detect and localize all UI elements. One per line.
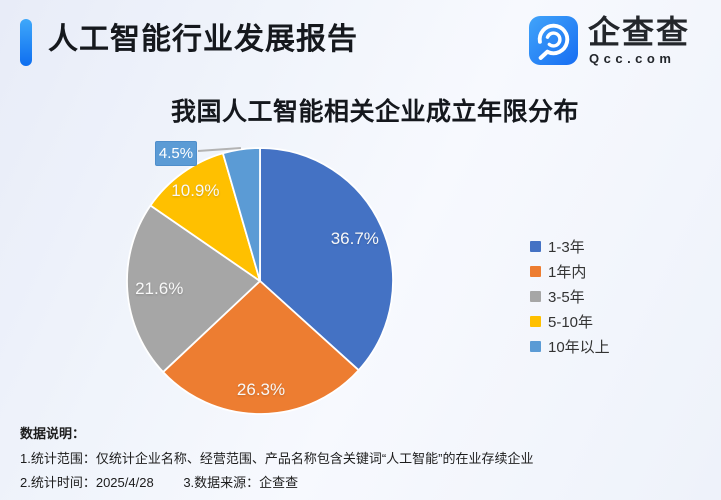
pie-slice-4[interactable] (221, 147, 261, 282)
legend-item-1[interactable]: 1年内 (530, 259, 610, 284)
legend-label-3: 5-10年 (548, 314, 594, 331)
legend-label-1: 1年内 (548, 264, 587, 281)
note-row: 2.统计时间：2025/4/28 3.数据来源：企查查 (20, 472, 298, 491)
legend-item-3[interactable]: 5-10年 (530, 309, 610, 334)
qcc-logo-icon (529, 16, 578, 65)
pie-svg (126, 147, 394, 415)
callout-label-10plus: 4.5% (155, 141, 197, 166)
legend-label-0: 1-3年 (548, 239, 585, 256)
pie-slice-1[interactable] (162, 280, 360, 415)
note-scope: 1.统计范围：仅统计企业名称、经营范围、产品名称包含关键词“人工智能”的在业存续… (20, 451, 534, 466)
accent-bar (20, 19, 32, 66)
legend-swatch-3 (530, 316, 541, 327)
pie-slice-0[interactable] (259, 147, 394, 372)
legend-swatch-2 (530, 291, 541, 302)
legend-label-4: 10年以上 (548, 339, 610, 356)
pie-slice-2[interactable] (126, 204, 261, 373)
logo-domain: Qcc.com (589, 51, 676, 66)
pie-slice-label-1: 26.3% (236, 380, 286, 400)
note-time: 2.统计时间：2025/4/28 (20, 475, 154, 490)
pie-chart: 36.7% 26.3% 21.6% 10.9% (124, 146, 396, 418)
pie-slice-label-0: 36.7% (330, 228, 379, 248)
legend-label-2: 3-5年 (548, 289, 585, 306)
legend-item-0[interactable]: 1-3年 (530, 234, 610, 259)
legend-item-2[interactable]: 3-5年 (530, 284, 610, 309)
notes-heading: 数据说明： (20, 426, 86, 441)
pie-slice-label-3: 10.9% (171, 181, 220, 201)
chart-title: 我国人工智能相关企业成立年限分布 (170, 98, 579, 126)
pie-slice-label-2: 21.6% (135, 278, 184, 298)
pie-slice-3[interactable] (149, 152, 261, 282)
qcc-logo[interactable]: 企查查 Qcc.com (529, 14, 704, 68)
legend-item-4[interactable]: 10年以上 (530, 334, 610, 359)
note-source: 3.数据来源：企查查 (183, 475, 299, 490)
legend-swatch-4 (530, 341, 541, 352)
legend: 1-3年 1年内 3-5年 5-10年 10年以上 (530, 234, 610, 359)
logo-name: 企查查 (588, 14, 691, 50)
legend-swatch-1 (530, 266, 541, 277)
legend-swatch-0 (530, 241, 541, 252)
page-title: 人工智能行业发展报告 (48, 23, 358, 56)
